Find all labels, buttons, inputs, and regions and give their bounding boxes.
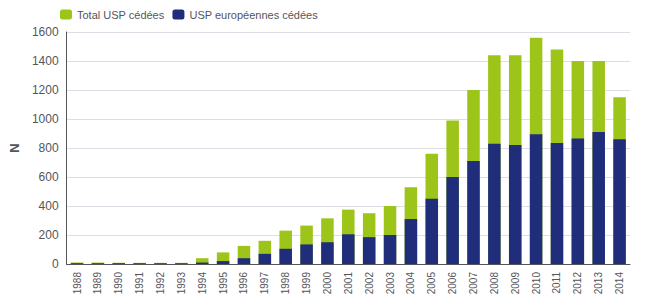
svg-text:1998: 1998 <box>280 272 291 295</box>
svg-text:1600: 1600 <box>32 25 59 39</box>
svg-text:0: 0 <box>52 257 59 271</box>
svg-text:2013: 2013 <box>593 272 604 295</box>
svg-text:1990: 1990 <box>113 272 124 295</box>
svg-text:1997: 1997 <box>259 272 270 295</box>
svg-text:2012: 2012 <box>572 272 583 295</box>
svg-text:1995: 1995 <box>218 272 229 295</box>
svg-text:400: 400 <box>39 199 59 213</box>
svg-text:1999: 1999 <box>301 272 312 295</box>
svg-text:1996: 1996 <box>238 272 249 295</box>
svg-text:1992: 1992 <box>155 272 166 295</box>
svg-text:1994: 1994 <box>197 272 208 295</box>
svg-text:2009: 2009 <box>510 272 521 295</box>
svg-text:200: 200 <box>39 228 59 242</box>
svg-text:USP européennes cédées: USP européennes cédées <box>189 9 318 21</box>
svg-text:2010: 2010 <box>531 272 542 295</box>
svg-text:2006: 2006 <box>447 272 458 295</box>
svg-text:1989: 1989 <box>92 272 103 295</box>
svg-text:1200: 1200 <box>32 83 59 97</box>
svg-text:1000: 1000 <box>32 112 59 126</box>
svg-text:N: N <box>7 143 22 152</box>
svg-text:1991: 1991 <box>134 272 145 295</box>
svg-text:800: 800 <box>39 141 59 155</box>
svg-text:600: 600 <box>39 170 59 184</box>
svg-text:1988: 1988 <box>72 272 83 295</box>
svg-text:1400: 1400 <box>32 54 59 68</box>
svg-text:2007: 2007 <box>468 272 479 295</box>
svg-text:Total USP cédées: Total USP cédées <box>77 9 165 21</box>
svg-text:2004: 2004 <box>405 272 416 295</box>
svg-text:2003: 2003 <box>385 272 396 295</box>
svg-text:2000: 2000 <box>322 272 333 295</box>
svg-text:2001: 2001 <box>343 272 354 295</box>
svg-text:2008: 2008 <box>489 272 500 295</box>
svg-text:2011: 2011 <box>551 272 562 294</box>
svg-text:2014: 2014 <box>614 272 625 295</box>
svg-text:2002: 2002 <box>364 272 375 295</box>
svg-text:1993: 1993 <box>176 272 187 295</box>
svg-text:2005: 2005 <box>426 272 437 295</box>
